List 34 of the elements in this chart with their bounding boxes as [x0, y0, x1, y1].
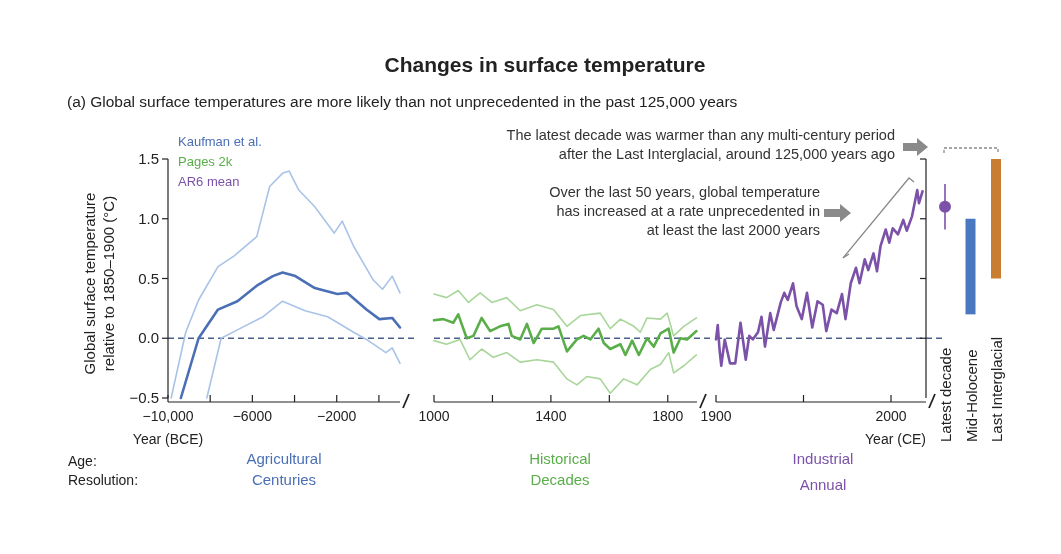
- text: Agricultural: [246, 450, 322, 467]
- y-tick-label: 0.5: [138, 269, 159, 287]
- x-tick-label: 1400: [535, 408, 567, 424]
- annotation: Over the last 50 years, global temperature has increased at a rate unprecedented in at least the last 2000 years: [549, 184, 820, 238]
- x-tick-label: −6000: [232, 408, 273, 424]
- y-tick-label: 1.0: [138, 209, 159, 227]
- text: Centuries: [251, 471, 317, 488]
- x-tick-label: −10,000: [142, 408, 194, 424]
- chart-subtitle: (a) Global surface temperatures are more likely than not unprecedented in the past 125,000 years: [67, 93, 738, 110]
- chart-title: Changes in surface temperature: [384, 53, 706, 76]
- y-tick-label: −0.5: [129, 389, 159, 406]
- text: Annual: [799, 476, 847, 493]
- x-axis-title: Year (CE): [865, 431, 926, 447]
- x-tick-label: Latest decade: [937, 347, 954, 442]
- y-tick-label: 0.0: [138, 329, 159, 347]
- text: Kaufman et al.: [178, 134, 262, 149]
- text: Pages 2k: [178, 154, 233, 169]
- x-tick-label: 1800: [652, 408, 684, 424]
- x-tick-label: 1000: [418, 408, 450, 424]
- y-tick-label: 1.5: [138, 150, 159, 167]
- text: Age:: [68, 453, 97, 469]
- x-axis-title: Year (BCE): [132, 431, 204, 447]
- text: Resolution:: [68, 472, 139, 488]
- x-tick-label: 2000: [875, 408, 907, 424]
- text: Industrial: [792, 450, 854, 467]
- text: Historical: [529, 450, 591, 467]
- x-tick-label: −2000: [317, 408, 357, 424]
- y-axis-title: Global surface temperature relative to 1850–1900 (°C): [81, 192, 117, 375]
- x-tick-label: 1900: [700, 408, 732, 424]
- x-tick-label: Last Interglacial: [988, 336, 1005, 442]
- annotation: The latest decade was warmer than any multi-century period after the Last Interglacial, around 125,000 years ago: [506, 127, 895, 162]
- text: AR6 mean: [178, 174, 240, 189]
- x-tick-label: Mid-Holocene: [962, 349, 980, 442]
- text: Decades: [530, 471, 590, 488]
